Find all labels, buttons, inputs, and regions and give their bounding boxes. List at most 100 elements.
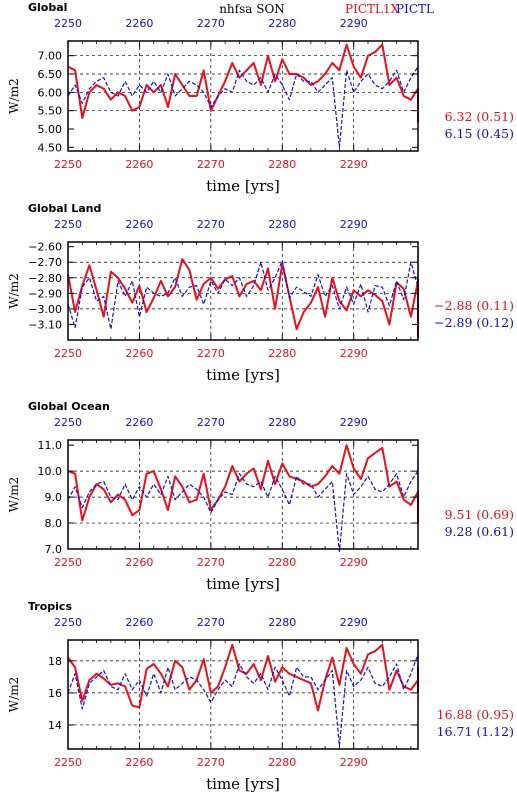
panels-group: Global 2250 2250 2260 2260 2270 2270 2280 2280 22…	[7, 1, 514, 793]
x-tick-label-bottom: 2270	[197, 158, 225, 171]
panel-0: Global 2250 2250 2260 2260 2270 2270 2280 2280 22…	[7, 1, 514, 195]
y-tick-label: 18	[48, 655, 62, 668]
series-line-pictl1x	[67, 258, 419, 338]
x-tick-label-top: 2250	[54, 616, 82, 629]
x-axis-label: time [yrs]	[206, 775, 280, 793]
y-tick-label: −3.00	[28, 303, 62, 316]
x-tick-label-bottom: 2270	[197, 347, 225, 360]
x-tick-label-top: 2290	[340, 218, 368, 231]
series-line-pictl1x	[67, 43, 419, 123]
panel-title: Global Land	[28, 202, 101, 215]
y-axis-label: W/m2	[7, 477, 21, 512]
x-tick-label-bottom: 2250	[54, 347, 82, 360]
y-tick-label: −2.70	[28, 256, 62, 269]
x-tick-label-top: 2290	[340, 17, 368, 30]
y-tick-label: 7.00	[38, 50, 63, 63]
plot-frame	[67, 40, 419, 152]
series-line-pictl	[67, 246, 419, 330]
y-tick-label: −2.90	[28, 287, 62, 300]
x-tick-label-top: 2280	[268, 616, 296, 629]
x-tick-label-bottom: 2270	[197, 756, 225, 769]
x-tick-label-bottom: 2260	[125, 347, 153, 360]
x-tick-label-top: 2280	[268, 416, 296, 429]
stat-pictl: 6.15 (0.45)	[445, 126, 514, 141]
y-tick-label: 4.50	[38, 141, 63, 154]
legend-entry-pictl1x: PICTL1X	[345, 2, 400, 16]
x-axis-label: time [yrs]	[206, 366, 280, 384]
x-tick-label-bottom: 2290	[340, 158, 368, 171]
y-tick-label: −3.10	[28, 318, 62, 331]
panel-2: Global Ocean 2250 2250 2260 2260 2270 2270 2280…	[7, 400, 514, 593]
y-tick-label: 7.0	[45, 543, 63, 556]
y-tick-label: 10.0	[38, 465, 63, 478]
series-line-pictl	[67, 66, 419, 148]
y-tick-label: 6.50	[38, 68, 63, 81]
y-tick-label: 5.50	[38, 105, 63, 118]
stat-pictl1x: 6.32 (0.51)	[445, 109, 514, 124]
y-tick-label: 6.00	[38, 86, 63, 99]
plot-frame	[67, 439, 419, 550]
x-tick-label-top: 2250	[54, 416, 82, 429]
x-tick-label-bottom: 2260	[125, 556, 153, 569]
panel-1: Global Land 2250 2250 2260 2260 2270 2270 2280 2…	[7, 202, 514, 384]
series-line-pictl	[67, 653, 419, 747]
x-tick-label-bottom: 2250	[54, 556, 82, 569]
x-tick-label-top: 2260	[125, 218, 153, 231]
x-tick-label-bottom: 2250	[54, 756, 82, 769]
x-axis-label: time [yrs]	[206, 177, 280, 195]
x-tick-label-bottom: 2280	[268, 347, 296, 360]
panel-title: Global	[28, 1, 67, 14]
stat-pictl1x: −2.88 (0.11)	[434, 298, 514, 313]
x-tick-label-bottom: 2280	[268, 556, 296, 569]
y-axis-label: W/m2	[7, 677, 21, 712]
x-axis-label: time [yrs]	[206, 575, 280, 593]
x-tick-label-bottom: 2260	[125, 158, 153, 171]
x-tick-label-bottom: 2280	[268, 158, 296, 171]
x-tick-label-top: 2280	[268, 17, 296, 30]
x-tick-label-bottom: 2290	[340, 556, 368, 569]
stat-pictl: 9.28 (0.61)	[445, 524, 514, 539]
x-tick-label-top: 2260	[125, 416, 153, 429]
y-tick-label: 5.00	[38, 123, 63, 136]
y-tick-label: 11.0	[38, 439, 63, 452]
y-tick-label: 8.0	[45, 517, 63, 530]
y-tick-label: −2.80	[28, 272, 62, 285]
x-tick-label-bottom: 2270	[197, 556, 225, 569]
x-tick-label-top: 2260	[125, 616, 153, 629]
x-tick-label-bottom: 2250	[54, 158, 82, 171]
x-tick-label-top: 2250	[54, 17, 82, 30]
y-tick-label: 16	[48, 687, 62, 700]
panel-3: Tropics 2250 2250 2260 2260 2270 2270 2280 2280 2…	[7, 600, 514, 793]
x-tick-label-top: 2290	[340, 616, 368, 629]
stat-pictl: 16.71 (1.12)	[437, 724, 514, 739]
legend-entry-pictl: PICTL	[396, 2, 434, 16]
stat-pictl1x: 9.51 (0.69)	[445, 507, 514, 522]
x-tick-label-bottom: 2280	[268, 756, 296, 769]
x-tick-label-top: 2270	[197, 17, 225, 30]
series-line-pictl1x	[67, 643, 419, 712]
series-line-pictl1x	[67, 444, 419, 524]
y-tick-label: 9.0	[45, 491, 63, 504]
center-title: nhfsa SON	[219, 2, 285, 16]
plot-frame	[67, 639, 419, 750]
y-tick-label: −2.60	[28, 241, 62, 254]
x-tick-label-bottom: 2260	[125, 756, 153, 769]
panel-title: Global Ocean	[28, 400, 110, 413]
x-tick-label-top: 2260	[125, 17, 153, 30]
x-tick-label-top: 2270	[197, 616, 225, 629]
x-tick-label-bottom: 2290	[340, 347, 368, 360]
panel-title: Tropics	[28, 600, 72, 613]
stat-pictl: −2.89 (0.12)	[434, 315, 514, 330]
stat-pictl1x: 16.88 (0.95)	[437, 707, 514, 722]
y-tick-label: 14	[48, 719, 62, 732]
y-axis-label: W/m2	[7, 273, 21, 308]
x-tick-label-top: 2250	[54, 218, 82, 231]
x-tick-label-bottom: 2290	[340, 756, 368, 769]
x-tick-label-top: 2270	[197, 218, 225, 231]
series-line-pictl	[67, 460, 419, 553]
plot-frame	[67, 241, 419, 341]
x-tick-label-top: 2280	[268, 218, 296, 231]
y-axis-label: W/m2	[7, 78, 21, 113]
x-tick-label-top: 2270	[197, 416, 225, 429]
